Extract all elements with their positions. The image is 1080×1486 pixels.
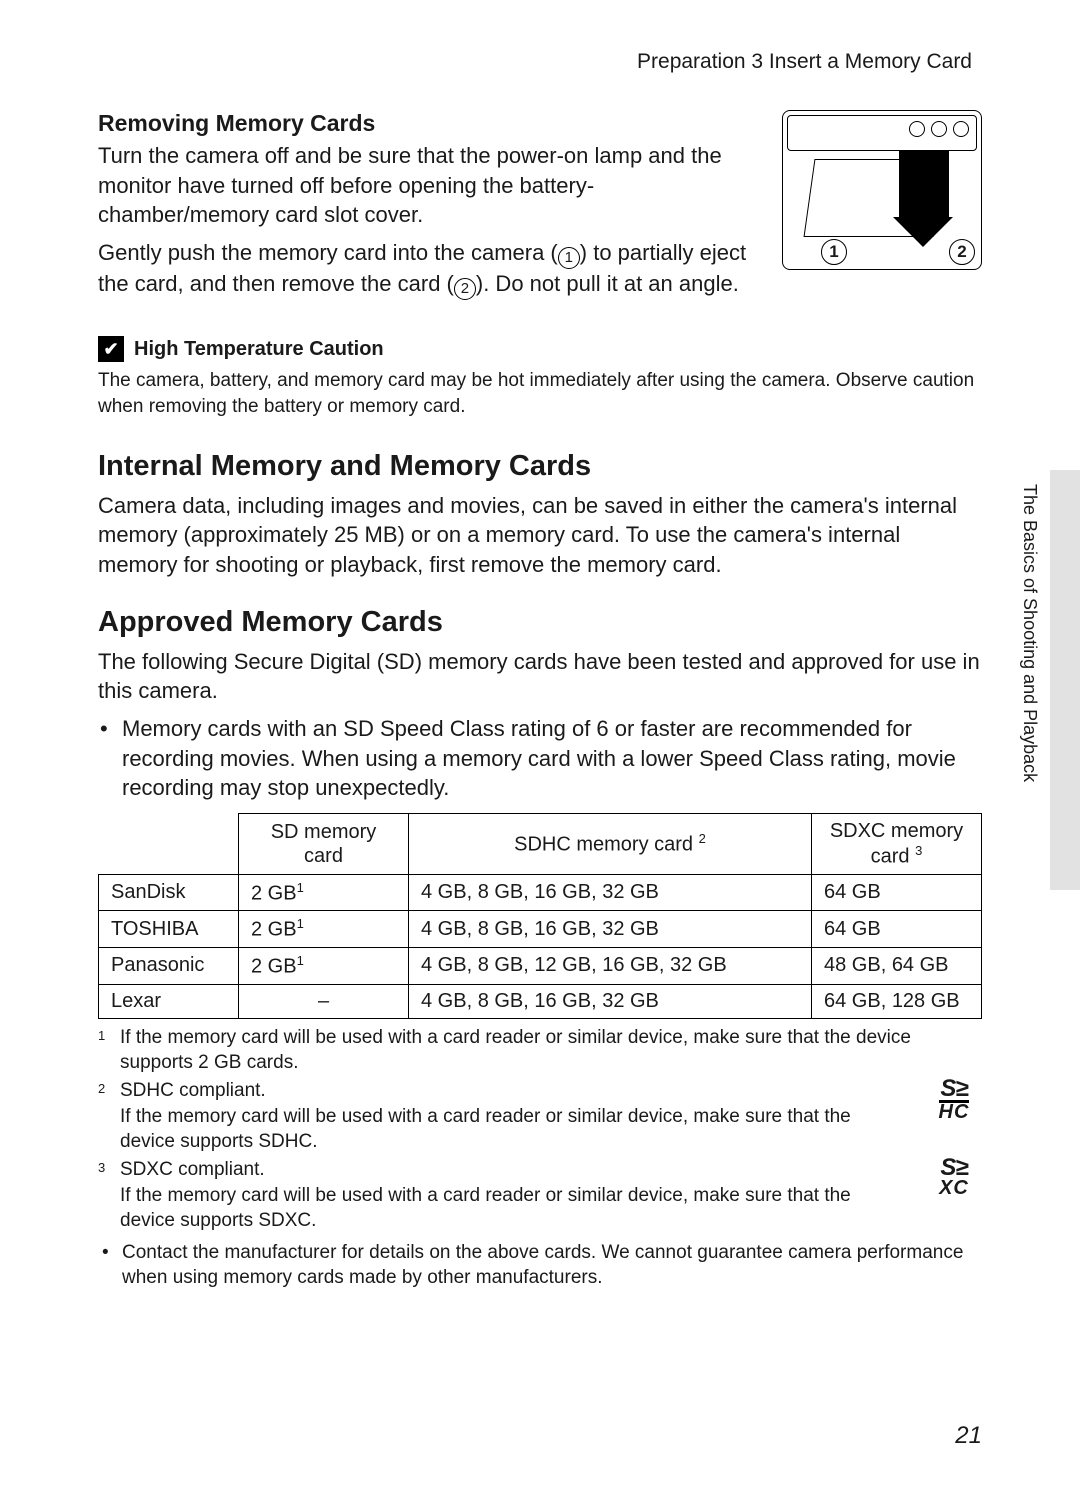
caution-section: High Temperature Caution The camera, bat…: [98, 336, 982, 419]
caution-text: The camera, battery, and memory card may…: [98, 368, 982, 419]
approved-heading: Approved Memory Cards: [98, 606, 982, 639]
footnotes: 1 If the memory card will be used with a…: [98, 1025, 982, 1291]
table-row: SanDisk2 GB14 GB, 8 GB, 16 GB, 32 GB64 G…: [99, 874, 982, 911]
table-row: Panasonic2 GB14 GB, 8 GB, 12 GB, 16 GB, …: [99, 948, 982, 985]
table-row: TOSHIBA2 GB14 GB, 8 GB, 16 GB, 32 GB64 G…: [99, 911, 982, 948]
sdxc-logo: S≥ XC: [926, 1157, 982, 1197]
approved-intro: The following Secure Digital (SD) memory…: [98, 647, 982, 706]
fn3-text: S≥ XC SDXC compliant. If the memory card…: [120, 1157, 982, 1234]
internal-text: Camera data, including images and movies…: [98, 491, 982, 580]
col-brand: [99, 814, 239, 875]
camera-diagram: 1 2: [782, 110, 982, 270]
internal-heading: Internal Memory and Memory Cards: [98, 450, 982, 483]
caution-heading: High Temperature Caution: [134, 338, 384, 361]
diagram-step-1: 1: [821, 239, 847, 265]
breadcrumb: Preparation 3 Insert a Memory Card: [98, 50, 982, 74]
footnote-bullet: Contact the manufacturer for details on …: [122, 1240, 982, 1291]
fn2-num: 2: [98, 1078, 112, 1155]
approved-bullet-list: Memory cards with an SD Speed Class rati…: [98, 714, 982, 803]
side-tab-label: The Basics of Shooting and Playback: [1019, 484, 1040, 782]
side-tab: [1050, 470, 1080, 890]
diagram-step-2: 2: [949, 239, 975, 265]
step-2-inline-icon: 2: [454, 278, 476, 300]
page-number: 21: [955, 1422, 982, 1450]
step-1-inline-icon: 1: [558, 247, 580, 269]
table-row: Lexar–4 GB, 8 GB, 16 GB, 32 GB64 GB, 128…: [99, 984, 982, 1018]
fn2-text: S≥ HC SDHC compliant. If the memory card…: [120, 1078, 982, 1155]
approved-bullet: Memory cards with an SD Speed Class rati…: [122, 714, 982, 803]
fn1-num: 1: [98, 1025, 112, 1076]
removing-heading: Removing Memory Cards: [98, 110, 756, 137]
removing-para2a: Gently push the memory card into the cam…: [98, 240, 558, 265]
memory-card-table: SD memory card SDHC memory card 2 SDXC m…: [98, 813, 982, 1019]
sdhc-logo: S≥ HC: [926, 1078, 982, 1121]
col-sd: SD memory card: [239, 814, 409, 875]
removing-para1: Turn the camera off and be sure that the…: [98, 141, 756, 230]
removing-memory-cards-section: Removing Memory Cards Turn the camera of…: [98, 110, 982, 308]
removing-para2: Gently push the memory card into the cam…: [98, 238, 756, 300]
caution-icon: [98, 336, 124, 362]
col-sdhc: SDHC memory card 2: [409, 814, 812, 875]
fn3-num: 3: [98, 1157, 112, 1234]
col-sdxc: SDXC memory card 3: [812, 814, 982, 875]
removing-para2c: ). Do not pull it at an angle.: [476, 271, 739, 296]
fn1-text: If the memory card will be used with a c…: [120, 1025, 982, 1076]
